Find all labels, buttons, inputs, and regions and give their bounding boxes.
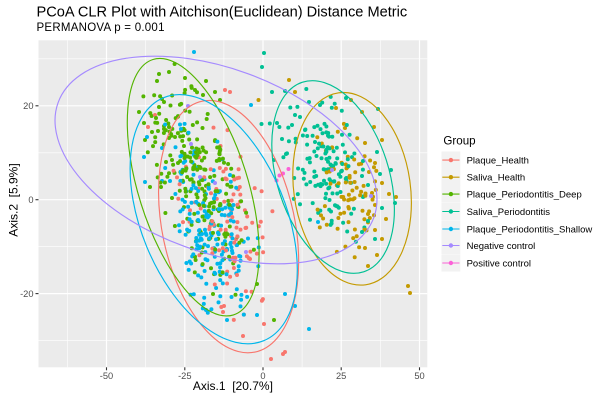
svg-text:Negative control: Negative control xyxy=(467,241,536,252)
svg-text:Saliva_Periodontitis: Saliva_Periodontitis xyxy=(467,207,551,218)
svg-text:0: 0 xyxy=(28,195,33,205)
svg-text:25: 25 xyxy=(336,371,346,381)
svg-text:Axis.2 [5.9%]: Axis.2 [5.9%] xyxy=(7,163,21,236)
svg-text:-20: -20 xyxy=(20,289,33,299)
svg-text:20: 20 xyxy=(23,101,33,111)
svg-text:Axis.1 [20.7%]: Axis.1 [20.7%] xyxy=(193,379,273,393)
svg-text:Positive control: Positive control xyxy=(467,258,531,269)
svg-text:-25: -25 xyxy=(178,371,191,381)
svg-text:0: 0 xyxy=(260,371,265,381)
svg-text:PCoA CLR Plot with Aitchison(E: PCoA CLR Plot with Aitchison(Euclidean) … xyxy=(37,5,408,21)
svg-text:Group: Group xyxy=(443,135,475,148)
svg-text:Saliva_Health: Saliva_Health xyxy=(467,173,526,184)
svg-text:50: 50 xyxy=(414,371,424,381)
svg-text:Plaque_Periodontitis_Shallow: Plaque_Periodontitis_Shallow xyxy=(467,224,593,235)
svg-text:Plaque_Periodontitis_Deep: Plaque_Periodontitis_Deep xyxy=(467,190,582,201)
svg-text:-50: -50 xyxy=(100,371,113,381)
svg-text:Plaque_Health: Plaque_Health xyxy=(467,156,529,167)
svg-text:PERMANOVA p = 0.001: PERMANOVA p = 0.001 xyxy=(37,22,165,34)
